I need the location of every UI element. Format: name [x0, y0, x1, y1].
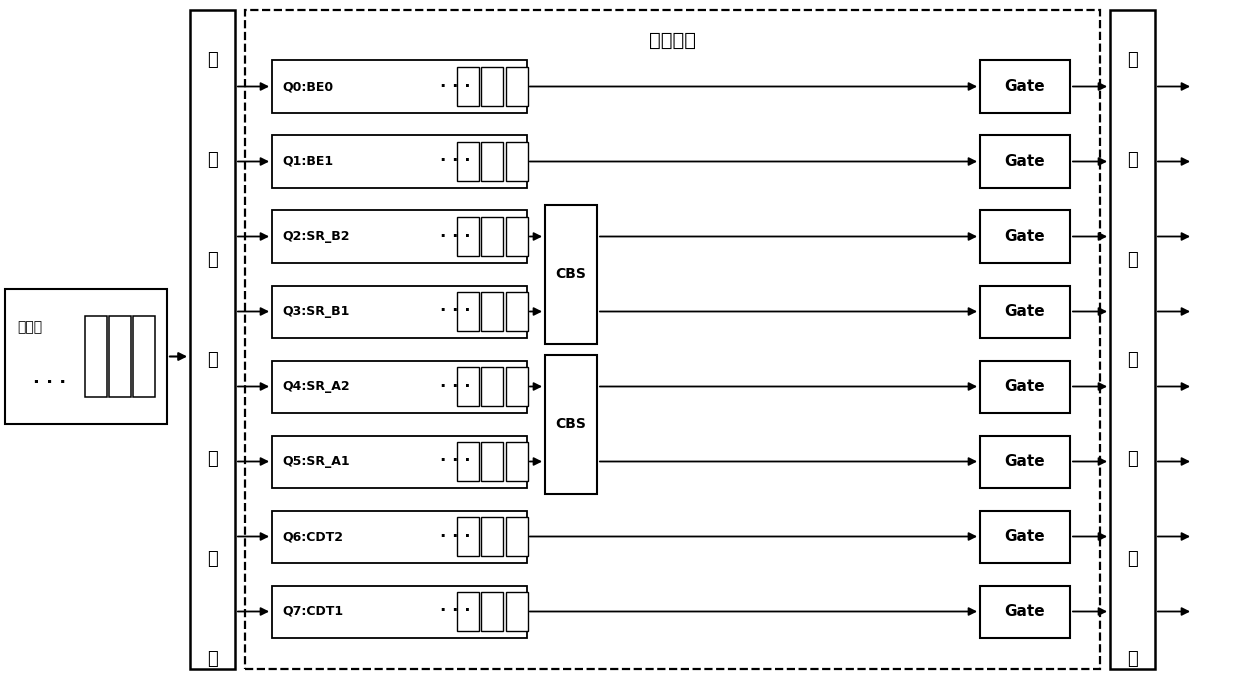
Text: Gate: Gate [1005, 604, 1046, 619]
Text: · · ·: · · · [441, 77, 471, 96]
Bar [545, 204, 597, 344]
Bar [481, 442, 503, 481]
Text: 数据流: 数据流 [17, 320, 42, 334]
Bar [273, 60, 527, 113]
Text: 数: 数 [1127, 51, 1137, 69]
Text: Gate: Gate [1005, 304, 1046, 319]
Bar [273, 136, 527, 187]
Bar [85, 316, 107, 397]
Bar [481, 292, 503, 331]
Bar [980, 210, 1070, 263]
Bar [506, 217, 528, 256]
Text: CBS: CBS [555, 417, 586, 431]
Text: CBS: CBS [555, 267, 586, 281]
Text: Q6:CDT2: Q6:CDT2 [282, 530, 343, 543]
Text: · · ·: · · · [441, 378, 471, 395]
Text: · · ·: · · · [441, 303, 471, 320]
Text: Gate: Gate [1005, 154, 1046, 169]
Bar [506, 442, 528, 481]
Bar [506, 142, 528, 181]
Bar [980, 511, 1070, 562]
Bar [190, 10, 235, 669]
Text: · · ·: · · · [441, 452, 471, 471]
Text: · · ·: · · · [441, 602, 471, 621]
Text: 帧: 帧 [1127, 251, 1137, 269]
Bar [273, 511, 527, 562]
Bar [273, 210, 527, 263]
Bar [481, 217, 503, 256]
Bar [273, 361, 527, 413]
Text: 分: 分 [207, 350, 218, 369]
Text: Gate: Gate [1005, 79, 1046, 94]
Text: Q0:BE0: Q0:BE0 [282, 80, 333, 93]
Bar [481, 517, 503, 556]
Bar [273, 285, 527, 337]
Text: Gate: Gate [1005, 529, 1046, 544]
Text: 数: 数 [207, 51, 218, 69]
Bar [506, 67, 528, 106]
Text: 块: 块 [1127, 650, 1137, 668]
Text: Q1:BE1: Q1:BE1 [282, 155, 333, 168]
Bar [1110, 10, 1155, 669]
Bar [273, 435, 527, 488]
Text: 模: 模 [207, 550, 218, 568]
Text: Q7:CDT1: Q7:CDT1 [282, 605, 343, 618]
Bar [456, 517, 478, 556]
Text: 调: 调 [1127, 350, 1137, 369]
Bar [5, 289, 167, 424]
Bar [245, 10, 1100, 669]
Text: 帧: 帧 [207, 251, 218, 269]
Bar [506, 592, 528, 631]
Text: 度: 度 [1127, 450, 1137, 469]
Bar [980, 361, 1070, 413]
Bar [481, 67, 503, 106]
Text: Gate: Gate [1005, 454, 1046, 469]
Bar [456, 217, 478, 256]
Text: · · ·: · · · [441, 153, 471, 170]
Text: 块: 块 [207, 650, 218, 668]
Bar [980, 285, 1070, 337]
Bar [456, 442, 478, 481]
Bar [456, 67, 478, 106]
Bar [481, 367, 503, 406]
Text: Q2:SR_B2: Q2:SR_B2 [282, 230, 349, 243]
Bar [273, 585, 527, 638]
Text: Gate: Gate [1005, 229, 1046, 244]
Bar [980, 60, 1070, 113]
Text: 缓冲队列: 缓冲队列 [649, 31, 696, 50]
Text: · · ·: · · · [33, 375, 66, 392]
Text: · · ·: · · · [441, 227, 471, 246]
Text: Q3:SR_B1: Q3:SR_B1 [282, 305, 349, 318]
Bar [980, 585, 1070, 638]
Bar [456, 292, 478, 331]
Bar [506, 517, 528, 556]
Bar [109, 316, 131, 397]
Text: Q5:SR_A1: Q5:SR_A1 [282, 455, 349, 468]
Text: 据: 据 [207, 151, 218, 169]
Bar [481, 142, 503, 181]
Text: Gate: Gate [1005, 379, 1046, 394]
Bar [980, 435, 1070, 488]
Bar [456, 592, 478, 631]
Text: 模: 模 [1127, 550, 1137, 568]
Bar [456, 142, 478, 181]
Bar [133, 316, 155, 397]
Text: 据: 据 [1127, 151, 1137, 169]
Bar [506, 367, 528, 406]
Text: · · ·: · · · [441, 528, 471, 545]
Bar [481, 592, 503, 631]
Text: Q4:SR_A2: Q4:SR_A2 [282, 380, 349, 393]
Bar [980, 136, 1070, 187]
Bar [456, 367, 478, 406]
Text: 配: 配 [207, 450, 218, 469]
Bar [506, 292, 528, 331]
Bar [545, 354, 597, 494]
